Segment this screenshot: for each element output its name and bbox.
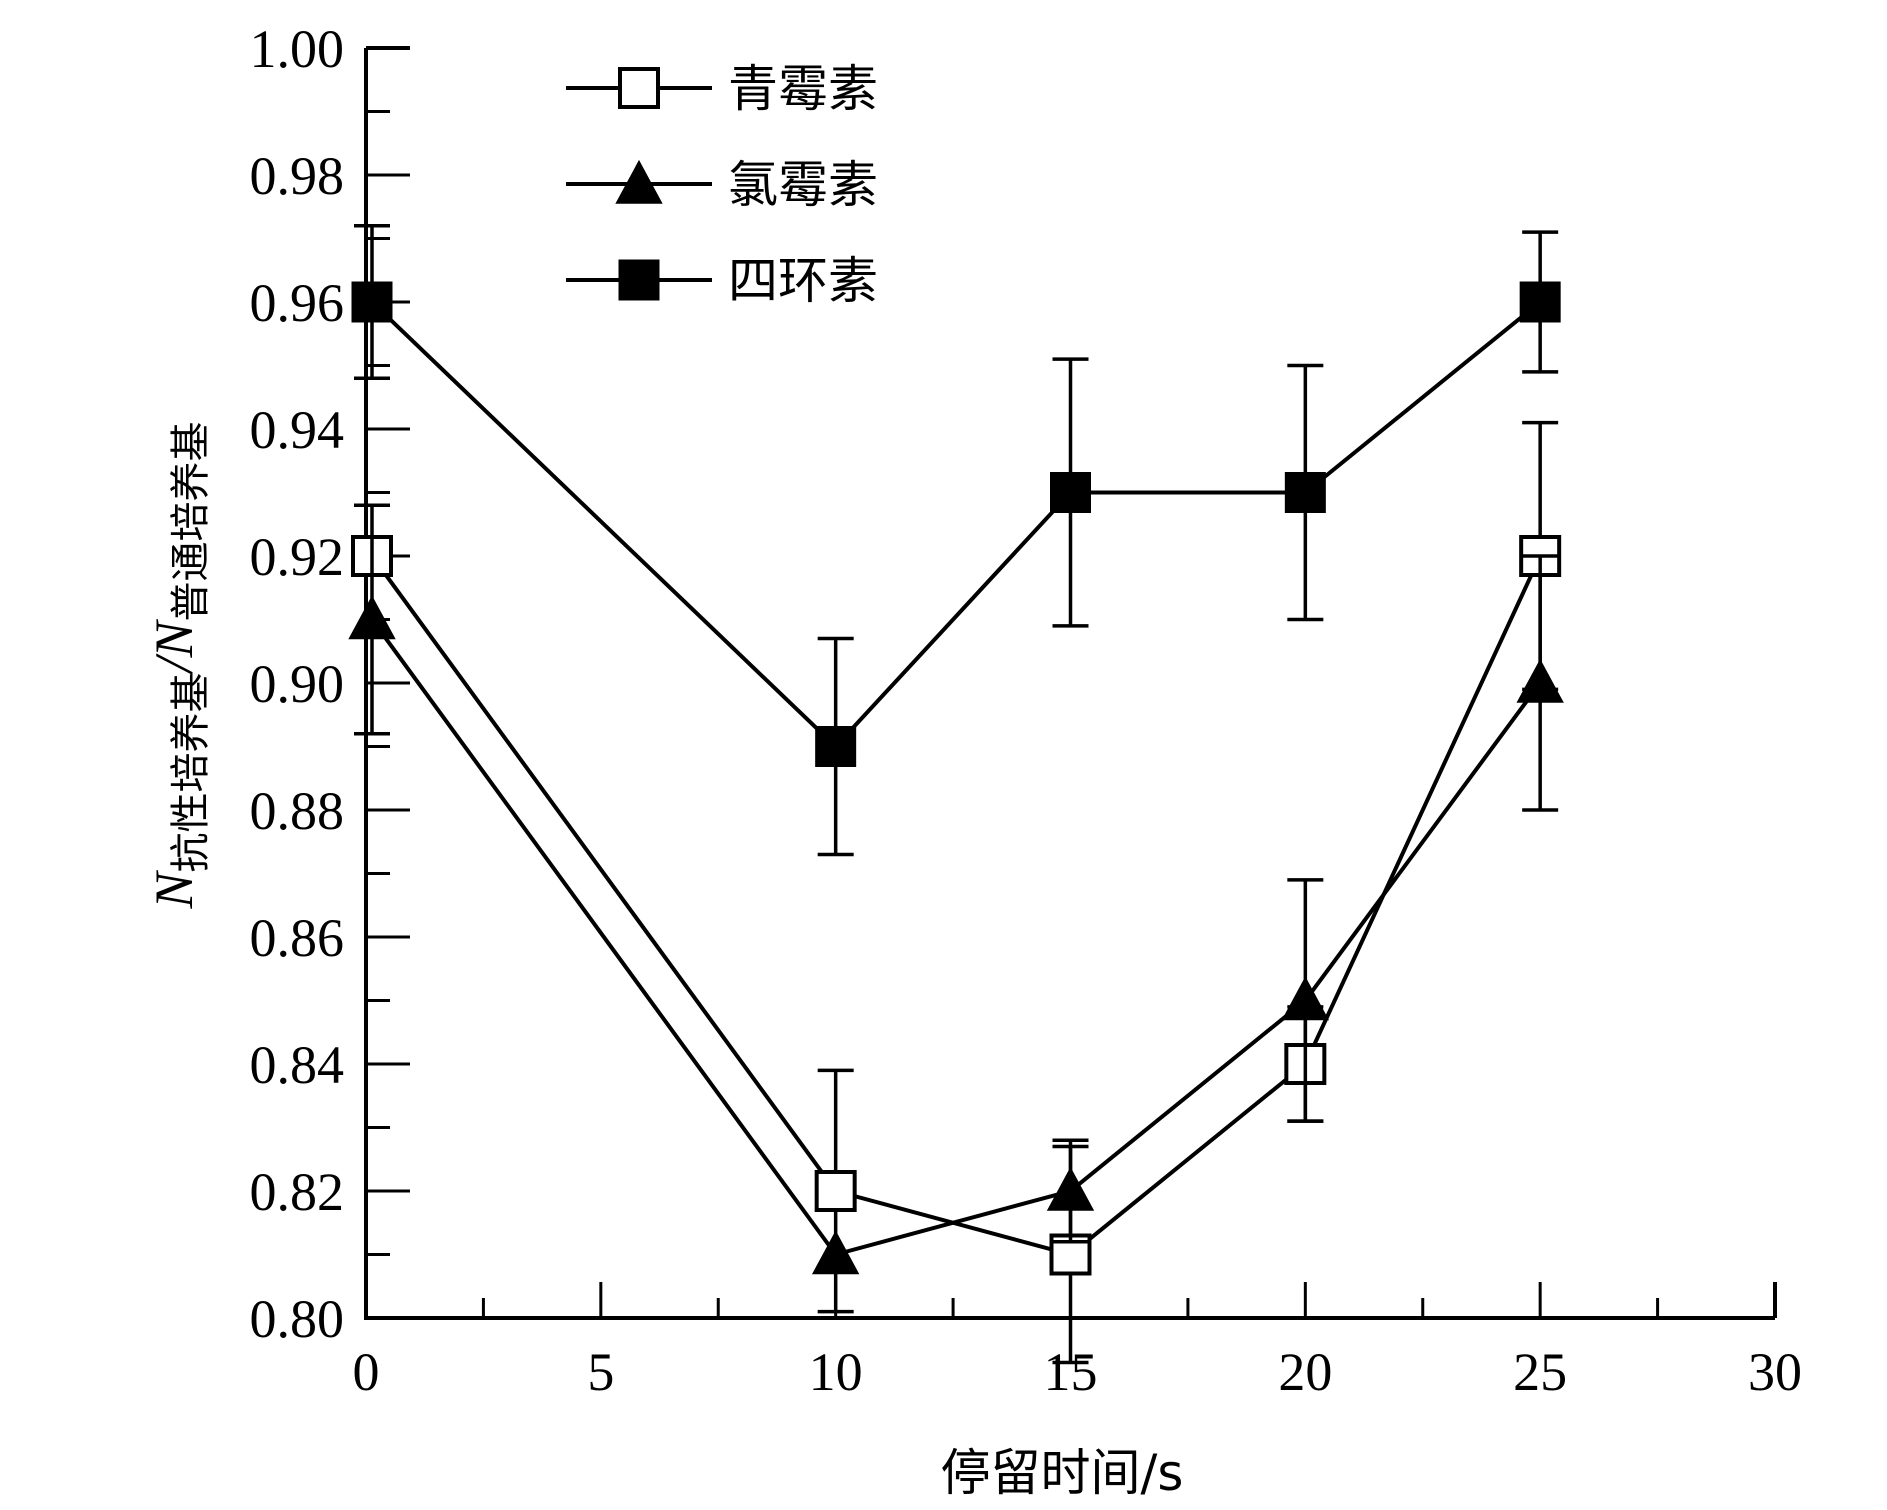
axes: 0 5 10 15 20 25 300.800.820.840.860.880.900.92… [250,19,1803,1402]
y-tick-label-0.96: 0.96 [250,273,345,333]
y-tick-label-0.92: 0.92 [250,527,345,587]
y-tick-label-0.90: 0.90 [250,654,345,714]
x-tick-label-25: 25 [1513,1342,1567,1402]
y-axis-title-n1: N [144,870,204,910]
y-tick-label-0.84: 0.84 [250,1035,345,1095]
legend-marker-1 [618,67,660,109]
x-axis-title: 停留时间/s [941,1444,1184,1502]
data-point-3-10 [815,726,857,767]
y-axis-title-n2: N [144,618,204,658]
data-point-3-20 [1284,472,1326,513]
y-tick-label-0.88: 0.88 [250,781,345,841]
series-3 [351,224,1561,857]
legend-label-2: 氯霉素 [728,156,878,214]
data-point-2-10 [811,1230,860,1275]
y-tick-label-0.94: 0.94 [250,400,345,460]
data-point-2-25 [1516,658,1564,703]
data-point-3-15 [1050,472,1091,513]
series-2 [348,503,1564,1275]
legend-label-3: 四环素 [728,252,878,310]
legend-label-1: 青霉素 [728,60,878,118]
data-point-3-25 [1519,281,1561,323]
x-tick-label-10: 10 [809,1342,863,1402]
y-tick-label-0.86: 0.86 [250,908,345,968]
x-tick-label-5: 5 [587,1342,614,1402]
legend-marker-2 [615,159,663,204]
y-tick-label-0.98: 0.98 [250,146,345,206]
y-tick-label-0.80: 0.80 [250,1289,345,1349]
y-axis-title-sub2: 普通培养基 [168,421,214,621]
x-tick-label-0: 0 [353,1342,380,1402]
legend-marker-3 [618,259,660,301]
y-tick-label-0.82: 0.82 [250,1162,345,1222]
y-axis-title-slash: / [144,653,204,676]
y-tick-label-1.00: 1.00 [250,19,345,79]
x-tick-label-30: 30 [1748,1342,1802,1402]
data-point-2-15 [1046,1166,1095,1211]
series-layer [348,224,1564,1365]
data-point-3-0 [351,281,393,323]
y-axis-title-sub1: 抗性培养基 [168,673,214,873]
data-point-1-10 [814,1170,857,1212]
data-point-2-0 [348,595,396,640]
y-axis-title: N抗性培养基/N普通培养基 [144,421,214,909]
x-tick-label-20: 20 [1278,1342,1332,1402]
series-line-1 [370,554,1542,1257]
data-point-2-20 [1281,976,1330,1021]
series-line-3 [370,300,1542,750]
